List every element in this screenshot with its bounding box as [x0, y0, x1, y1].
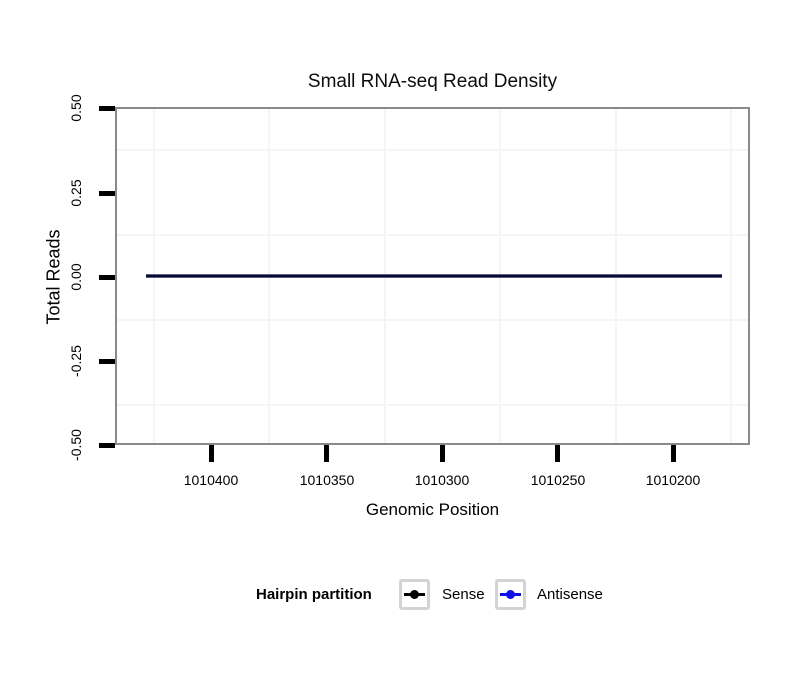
plot-panel — [115, 107, 750, 445]
x-axis-tick-label: 1010250 — [530, 472, 586, 488]
y-axis-tick-label: 0.25 — [68, 179, 84, 207]
y-axis-tick — [99, 443, 115, 448]
y-axis-tick-label: 0.50 — [68, 94, 84, 122]
x-axis-tick — [209, 445, 214, 462]
x-axis-tick-label: 1010350 — [299, 472, 355, 488]
sense-point-marker-icon — [410, 590, 419, 599]
x-axis-tick-label: 1010300 — [414, 472, 470, 488]
x-axis-tick — [671, 445, 676, 462]
y-axis-tick — [99, 191, 115, 196]
series-line-sense-antisense-overlap — [146, 274, 722, 278]
x-axis-title: Genomic Position — [365, 500, 500, 519]
minor-gridline-horizontal — [117, 319, 748, 321]
minor-gridline-horizontal — [117, 234, 748, 236]
y-axis-tick — [99, 275, 115, 280]
x-axis-tick-label: 1010200 — [645, 472, 701, 488]
x-axis-tick — [324, 445, 329, 462]
y-axis-tick-label: -0.50 — [68, 429, 84, 461]
y-axis-tick-label: -0.25 — [68, 345, 84, 377]
x-axis-tick-label: 1010400 — [183, 472, 239, 488]
minor-gridline-vertical — [730, 109, 732, 443]
legend-key-sense — [399, 579, 430, 610]
legend-title: Hairpin partition — [256, 586, 372, 603]
legend-label-sense: Sense — [442, 586, 485, 603]
y-axis-tick — [99, 106, 115, 111]
x-axis-tick — [440, 445, 445, 462]
chart-title: Small RNA-seq Read Density — [307, 71, 558, 92]
legend-key-antisense — [495, 579, 526, 610]
x-axis-tick — [555, 445, 560, 462]
antisense-point-marker-icon — [506, 590, 515, 599]
y-axis-tick — [99, 359, 115, 364]
legend-label-antisense: Antisense — [537, 586, 603, 603]
minor-gridline-horizontal — [117, 149, 748, 151]
y-axis-tick-label: 0.00 — [68, 263, 84, 291]
y-axis-title: Total Reads — [43, 229, 64, 325]
minor-gridline-horizontal — [117, 404, 748, 406]
